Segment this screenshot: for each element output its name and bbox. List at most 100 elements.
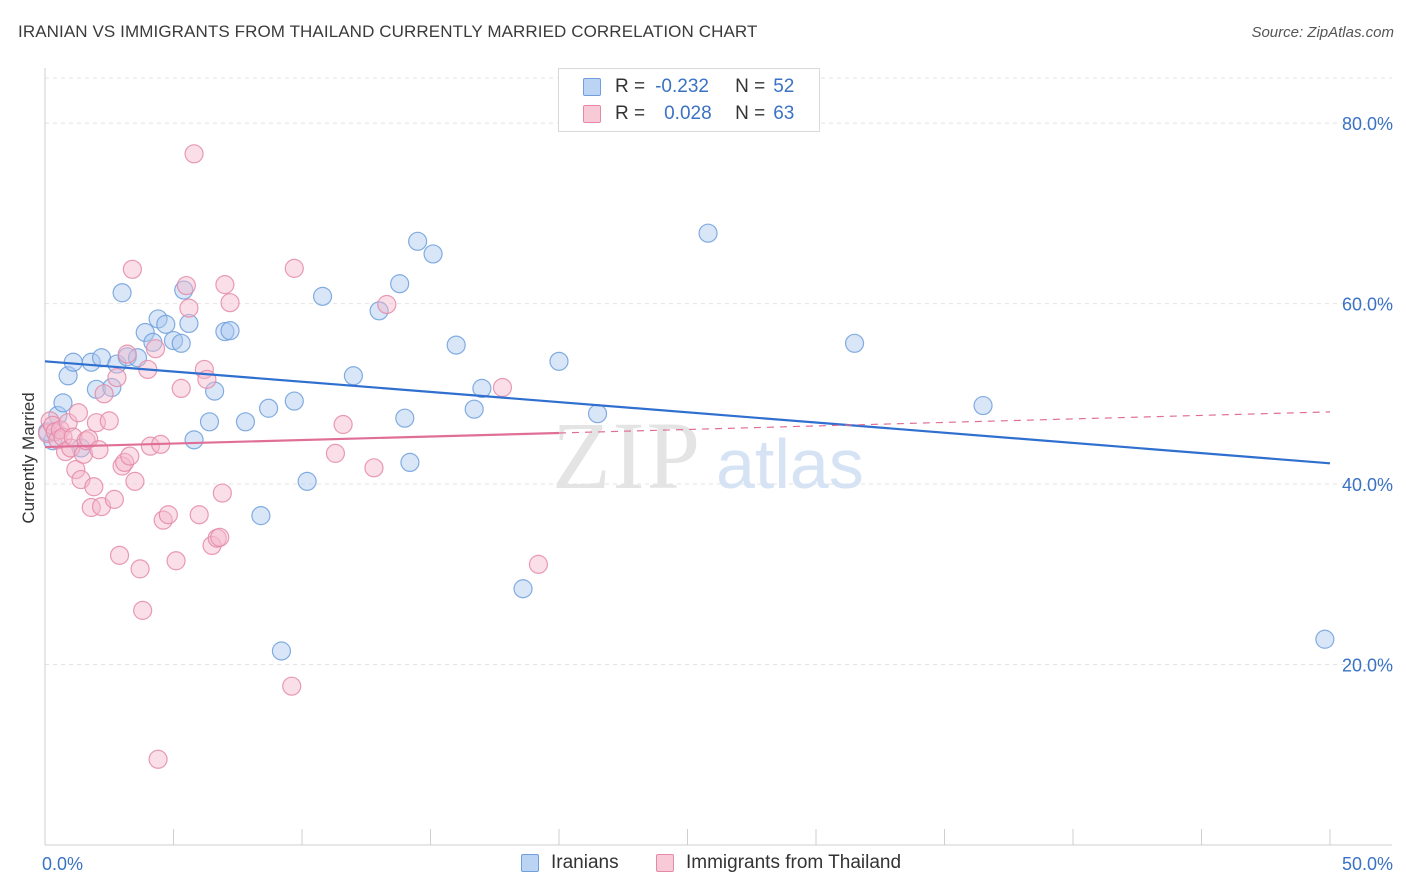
legend-n-label: N = <box>735 76 766 97</box>
iranian-point <box>464 399 484 419</box>
thailand-point <box>58 413 78 433</box>
legend-swatch-thailand <box>583 105 601 123</box>
thailand-point <box>220 293 240 313</box>
grid-layer <box>45 77 1392 666</box>
iranian-point <box>220 321 240 341</box>
stats-legend: R = -0.232 N = 52 R = 0.028 N = 63 <box>558 68 820 132</box>
y-tick-label: 60.0% <box>1342 295 1393 315</box>
thailand-point <box>133 600 153 620</box>
thailand-point <box>333 414 353 435</box>
iranian-point <box>271 641 292 661</box>
iranian-point <box>156 314 176 334</box>
iranian-point <box>369 301 389 321</box>
iranian-point <box>423 244 443 264</box>
iranian-point <box>205 381 225 401</box>
thailand-point <box>364 458 384 478</box>
thailand-point <box>179 298 199 318</box>
thailand-point <box>125 471 145 491</box>
thailand-point <box>158 505 178 525</box>
thailand-point <box>66 460 86 480</box>
iranian-point <box>549 351 569 371</box>
thailand-point <box>377 294 397 315</box>
iranian-point <box>184 430 204 450</box>
thailand-point <box>68 403 89 423</box>
iranian-point <box>400 452 420 473</box>
thailand-point <box>145 339 166 359</box>
iranian-point <box>446 335 466 355</box>
bottom-legend-iranians: Iranians <box>521 852 619 874</box>
iranian-point <box>408 231 428 251</box>
thailand-point <box>325 443 346 463</box>
bottom-legend-label: Immigrants from Thailand <box>686 852 902 873</box>
y-tick-label: 80.0% <box>1342 114 1393 134</box>
iranian-point <box>81 352 101 372</box>
source-label: Source: ZipAtlas.com <box>1251 24 1394 41</box>
thailand-point <box>189 505 209 525</box>
thailand-point <box>107 367 127 388</box>
thailand-point <box>81 497 101 518</box>
x-tick-label: 50.0% <box>1342 854 1393 874</box>
thailand-point <box>104 489 124 509</box>
bottom-legend-label: Iranians <box>551 852 619 873</box>
legend-r-value: -0.232 <box>655 76 709 97</box>
thailand-point <box>492 377 513 398</box>
watermark-atlas: atlas <box>716 425 864 503</box>
legend-swatch-iranians <box>583 78 601 96</box>
iranian-point <box>472 378 492 399</box>
iranian-point <box>179 313 199 334</box>
iranian-point <box>297 471 317 491</box>
thailand-point <box>122 259 142 279</box>
trend-layer <box>44 360 1331 465</box>
thailand-point <box>212 483 232 503</box>
thailand-point <box>99 411 119 431</box>
thailand-point <box>166 551 186 571</box>
iranian-point <box>698 223 718 243</box>
iranian-point <box>284 391 304 411</box>
legend-n-value: 52 <box>773 76 795 97</box>
axis-layer: 20.0% 40.0% 60.0% 80.0% 0.0% 50.0% <box>42 68 1393 874</box>
legend-row-thailand: R = 0.028 N = 63 <box>583 102 794 126</box>
iranian-point <box>973 395 993 416</box>
thailand-point <box>171 378 191 399</box>
thailand-point <box>130 559 150 579</box>
legend-r-label: R = <box>615 76 646 97</box>
thailand-point <box>282 676 302 696</box>
thailand-point <box>210 527 230 547</box>
bottom-swatch-iranians <box>521 854 539 872</box>
bottom-legend-thailand: Immigrants from Thailand <box>656 852 901 874</box>
iranian-point <box>513 579 533 599</box>
iranian-point <box>390 274 410 294</box>
thailand-point <box>153 510 173 530</box>
thailand-point <box>284 258 304 278</box>
thailand-point <box>94 384 114 404</box>
iranian-point <box>135 322 155 343</box>
chart-title: IRANIAN VS IMMIGRANTS FROM THAILAND CURR… <box>18 22 758 41</box>
iranian-point <box>343 366 363 386</box>
iranian-point <box>102 377 122 398</box>
iranian-point <box>258 398 279 418</box>
thailand-point <box>115 452 135 473</box>
iranian-point <box>312 286 333 306</box>
iranian-point <box>395 408 415 428</box>
thailand-point <box>84 477 104 497</box>
thailand-point <box>117 344 137 364</box>
thailand-point <box>120 446 140 466</box>
thailand-point <box>176 275 196 296</box>
thailand-point <box>112 456 132 476</box>
thailand-trendline-extrapolated <box>558 411 1331 434</box>
iranian-point <box>107 354 127 374</box>
iranian-point <box>112 283 132 303</box>
x-tick-label: 0.0% <box>42 854 83 874</box>
bottom-swatch-thailand <box>656 854 674 872</box>
iranian-point <box>1315 629 1335 649</box>
thailand-point <box>109 545 130 565</box>
iranian-point <box>251 506 271 526</box>
legend-row-iranians: R = -0.232 N = 52 <box>583 75 794 99</box>
iranian-point <box>199 412 220 432</box>
y-axis-label: Currently Married <box>19 392 38 523</box>
y-tick-label: 20.0% <box>1342 656 1393 676</box>
watermark: ZIP atlas <box>552 402 864 509</box>
legend-n-value: 63 <box>773 103 795 124</box>
iranian-point <box>235 412 256 432</box>
